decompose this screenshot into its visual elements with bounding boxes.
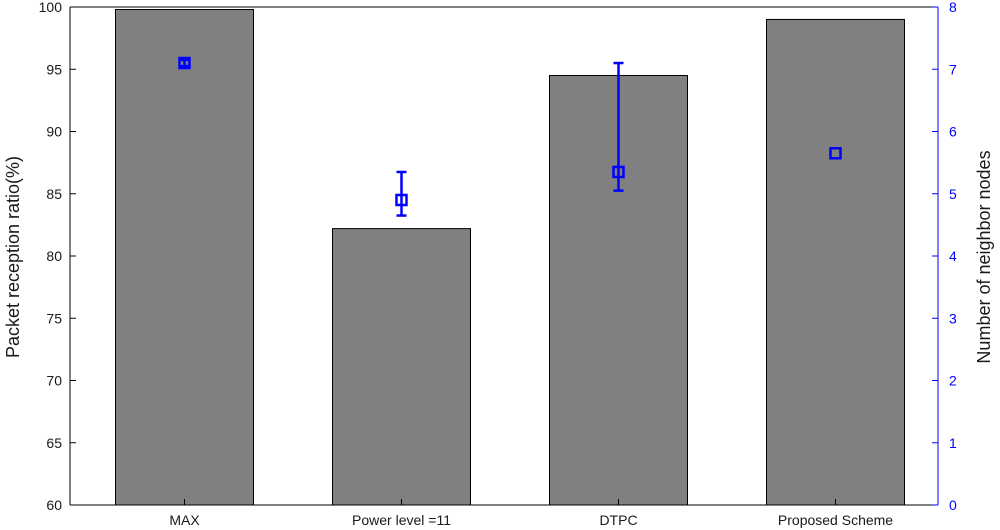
y2-tick-label: 7 xyxy=(949,61,957,77)
y-tick-label: 90 xyxy=(46,124,62,140)
y2-axis-title: Number of neighbor nodes xyxy=(974,150,994,363)
y2-tick-label: 2 xyxy=(949,373,957,389)
y2-tick-label: 1 xyxy=(949,435,957,451)
x-tick-label: Power level =11 xyxy=(352,512,451,528)
y-tick-label: 75 xyxy=(46,310,62,326)
y-tick-label: 95 xyxy=(46,61,62,77)
axes-layer: 60 65 70 75 80 85 90 95 100 0 1 2 3 4 5 6 7 8 MAX Power lev… xyxy=(39,0,957,528)
y2-tick-label: 3 xyxy=(949,310,957,326)
bar xyxy=(766,18,905,506)
data-marker xyxy=(178,56,191,70)
y-tick-label: 70 xyxy=(46,373,62,389)
x-tick-label: DTPC xyxy=(599,512,637,528)
y-tick-label: 65 xyxy=(46,435,62,451)
markers-layer xyxy=(178,56,842,217)
y-tick-label: 100 xyxy=(39,0,63,15)
y2-tick-label: 6 xyxy=(949,124,957,140)
x-tick-label: Proposed Scheme xyxy=(778,512,893,528)
y-tick-label: 60 xyxy=(46,497,62,513)
data-marker xyxy=(612,165,625,179)
y-tick-label: 80 xyxy=(46,248,62,264)
y2-tick-label: 4 xyxy=(949,248,957,264)
bars-layer xyxy=(115,8,905,506)
x-tick-label: MAX xyxy=(169,512,200,528)
y2-tick-label: 5 xyxy=(949,186,957,202)
bar xyxy=(332,228,471,506)
y-tick-label: 85 xyxy=(46,186,62,202)
data-marker xyxy=(395,193,408,207)
data-marker xyxy=(829,147,842,160)
y2-tick-label: 0 xyxy=(949,497,957,513)
bar xyxy=(115,8,254,506)
y2-tick-label: 8 xyxy=(949,0,957,15)
y-axis-title: Packet reception ratio(%) xyxy=(3,156,23,358)
